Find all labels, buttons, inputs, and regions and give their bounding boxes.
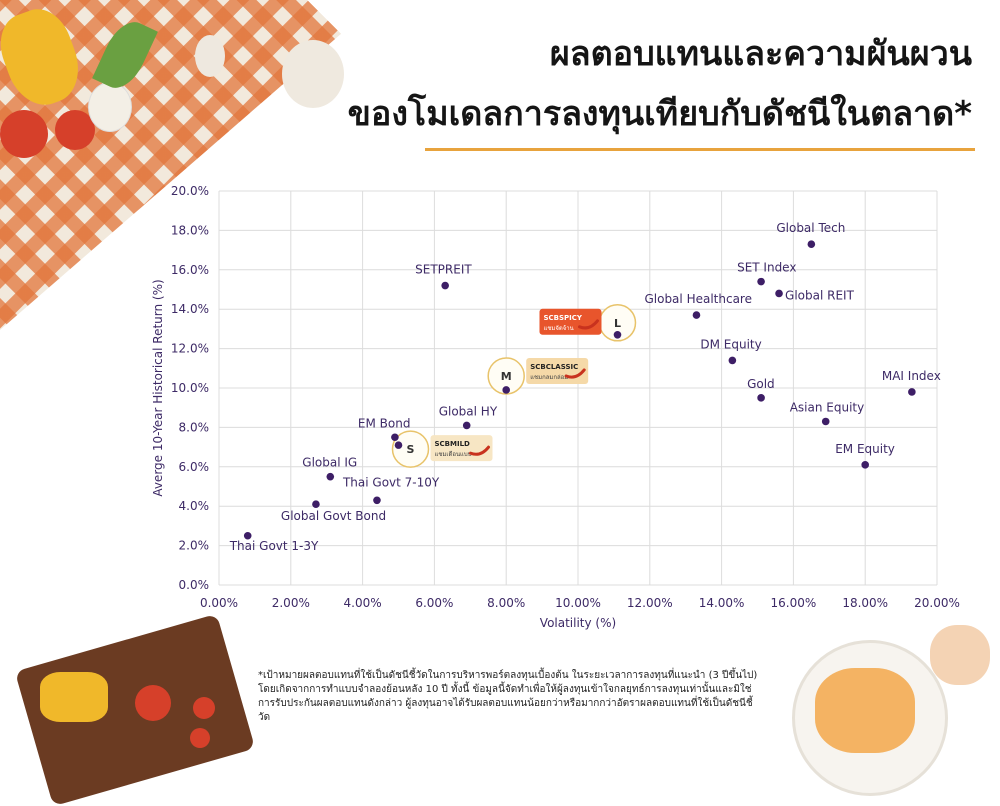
chili-icon — [469, 445, 490, 456]
model-ring — [487, 357, 525, 395]
page-title-line-2: ของโมเดลการลงทุนเทียบกับดัชนีในตลาด* — [347, 94, 972, 134]
data-point-label: SETPREIT — [415, 263, 472, 277]
model-letter: L — [614, 317, 621, 330]
y-tick-label: 6.0% — [179, 460, 210, 474]
model-tag-sub: แชมเดือนแบบ — [435, 450, 472, 458]
data-point — [394, 441, 403, 449]
tomato-decoration — [55, 110, 95, 150]
x-tick-label: 18.00% — [842, 596, 888, 610]
x-axis-ticks: 0.00% 2.00% 4.00% 6.00% 8.00% 10.00% 12.00% 14.… — [200, 596, 960, 610]
model-letter: S — [407, 443, 415, 456]
data-point-label: Thai Govt 1-3Y — [229, 539, 319, 553]
data-point-label: Global IG — [302, 456, 357, 470]
ladle-decoration — [282, 40, 344, 108]
model-tag-sub: แชมจัดจ้าน — [543, 325, 573, 332]
data-point — [775, 289, 783, 298]
data-point-label: Gold — [747, 377, 775, 391]
y-axis-title: Averge 10-Year Historical Return (%) — [151, 279, 165, 496]
x-axis-title: Volatility (%) — [540, 616, 616, 630]
tomato-decoration — [0, 110, 48, 158]
data-point — [728, 356, 737, 365]
x-tick-label: 6.00% — [415, 596, 453, 610]
data-point — [861, 461, 869, 469]
x-tick-label: 8.00% — [487, 596, 525, 610]
chart-points: Thai Govt 1-3Y Global Govt Bond Thai Govt … — [229, 221, 941, 553]
data-point — [373, 496, 381, 505]
data-point-label: Thai Govt 7-10Y — [342, 475, 440, 489]
x-tick-label: 0.00% — [200, 596, 238, 610]
y-tick-label: 0.0% — [179, 578, 210, 592]
data-point-label: MAI Index — [882, 369, 941, 383]
model-tag-sub: แชมกลมกล่อม — [530, 374, 568, 381]
x-tick-label: 14.00% — [699, 596, 745, 610]
garlic-decoration — [88, 82, 132, 132]
tomato-decoration — [193, 697, 215, 719]
y-tick-label: 14.0% — [171, 302, 209, 316]
y-tick-label: 10.0% — [171, 381, 209, 395]
chart-grid — [218, 190, 938, 586]
hand-decoration — [930, 625, 990, 685]
model-tag-name: SCBCLASSIC — [530, 363, 578, 371]
y-tick-label: 12.0% — [171, 342, 209, 356]
data-point — [807, 240, 816, 248]
data-point — [326, 472, 335, 481]
tomato-decoration — [190, 728, 210, 748]
model-tag-name: SCBSPICY — [543, 314, 582, 322]
data-point-label: DM Equity — [700, 337, 761, 351]
data-point — [908, 388, 916, 396]
x-tick-label: 16.00% — [771, 596, 817, 610]
data-point-label: EM Equity — [835, 442, 895, 456]
data-point-label: Global HY — [439, 404, 498, 418]
salad-decoration — [815, 668, 915, 753]
y-tick-label: 4.0% — [179, 499, 210, 513]
x-tick-label: 4.00% — [344, 596, 382, 610]
y-tick-label: 8.0% — [179, 420, 210, 434]
data-point-label: Global Govt Bond — [281, 509, 386, 523]
x-tick-label: 10.00% — [555, 596, 601, 610]
data-point — [312, 500, 320, 509]
data-point-label: Global Tech — [776, 221, 845, 235]
data-point-label: Global REIT — [785, 288, 855, 302]
title-underline — [425, 148, 975, 151]
data-point — [757, 277, 765, 286]
data-point-label: EM Bond — [358, 416, 411, 430]
data-point-label: Global Healthcare — [644, 292, 752, 306]
y-tick-label: 2.0% — [179, 539, 210, 553]
data-point-label: Asian Equity — [790, 400, 865, 414]
x-tick-label: 20.00% — [914, 596, 960, 610]
data-point — [757, 394, 765, 402]
y-tick-label: 16.0% — [171, 263, 209, 277]
data-point — [441, 281, 449, 290]
model-ring — [391, 430, 430, 468]
data-point-label: SET Index — [737, 261, 796, 275]
scatter-chart: 0.0% 2.0% 4.0% 6.0% 8.0% 10.0% 12.0% 14.0% 16.0%… — [151, 184, 960, 630]
data-point — [692, 311, 701, 319]
page-title-line-1: ผลตอบแทนและความผันผวน — [549, 34, 972, 74]
model-letter: M — [501, 370, 512, 383]
y-tick-label: 18.0% — [171, 223, 209, 237]
data-point — [391, 433, 399, 442]
data-point — [613, 331, 622, 339]
model-tag-name: SCBMILD — [435, 440, 471, 448]
chili-icon — [564, 368, 586, 379]
y-tick-label: 20.0% — [171, 184, 209, 198]
footnote: *เป้าหมายผลตอบแทนที่ใช้เป็นดัชนีชี้วัดใน… — [258, 670, 758, 723]
tomato-decoration — [135, 685, 171, 721]
model-markers: S SCBMILD แชมเดือนแบบ M SCBCLASSIC แชมกลมกล่อ… — [391, 304, 637, 468]
data-point — [462, 421, 471, 430]
x-tick-label: 12.00% — [627, 596, 673, 610]
chili-icon — [577, 319, 599, 330]
x-tick-label: 2.00% — [272, 596, 310, 610]
y-axis-ticks: 0.0% 2.0% 4.0% 6.0% 8.0% 10.0% 12.0% 14.0% 16.0%… — [171, 184, 209, 592]
data-point — [243, 531, 252, 540]
pepper-decoration — [40, 672, 108, 722]
data-point — [502, 386, 511, 394]
data-point — [821, 417, 830, 426]
spoon-decoration — [195, 35, 225, 77]
